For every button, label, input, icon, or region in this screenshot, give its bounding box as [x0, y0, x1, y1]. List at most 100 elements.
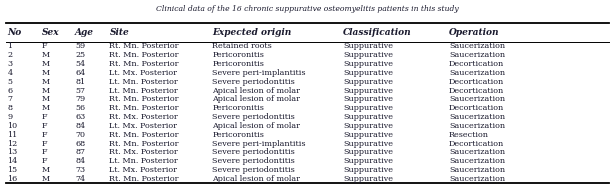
Text: M: M	[42, 104, 50, 112]
Text: 25: 25	[75, 51, 85, 59]
Text: 70: 70	[75, 131, 85, 139]
Text: M: M	[42, 175, 50, 183]
Text: M: M	[42, 60, 50, 68]
Text: Saucerization: Saucerization	[449, 166, 505, 174]
Text: F: F	[42, 131, 47, 139]
Text: Saucerization: Saucerization	[449, 51, 505, 59]
Text: 11: 11	[7, 131, 18, 139]
Text: 64: 64	[75, 69, 85, 77]
Text: Rt. Mx. Posterior: Rt. Mx. Posterior	[109, 113, 178, 121]
Text: Lt. Mn. Posterior: Lt. Mn. Posterior	[109, 87, 178, 95]
Text: 16: 16	[7, 175, 18, 183]
Text: 13: 13	[7, 148, 18, 156]
Text: 4: 4	[7, 69, 12, 77]
Text: M: M	[42, 69, 50, 77]
Text: Site: Site	[109, 28, 129, 37]
Text: Classification: Classification	[343, 28, 412, 37]
Text: Severe periodontitis: Severe periodontitis	[212, 148, 295, 156]
Text: 9: 9	[7, 113, 12, 121]
Text: 14: 14	[7, 157, 18, 165]
Text: 2: 2	[7, 51, 12, 59]
Text: 79: 79	[75, 96, 85, 104]
Text: Severe periodontitis: Severe periodontitis	[212, 157, 295, 165]
Text: 54: 54	[75, 60, 85, 68]
Text: Severe periodontitis: Severe periodontitis	[212, 113, 295, 121]
Text: Suppurative: Suppurative	[343, 96, 393, 104]
Text: 5: 5	[7, 78, 12, 86]
Text: M: M	[42, 51, 50, 59]
Text: 84: 84	[75, 122, 85, 130]
Text: Pericoronitis: Pericoronitis	[212, 104, 264, 112]
Text: 10: 10	[7, 122, 17, 130]
Text: Expected origin: Expected origin	[212, 28, 292, 37]
Text: Retained roots: Retained roots	[212, 42, 272, 50]
Text: Rt. Mn. Posterior: Rt. Mn. Posterior	[109, 51, 179, 59]
Text: Severe periodontitis: Severe periodontitis	[212, 78, 295, 86]
Text: 68: 68	[75, 140, 85, 148]
Text: Rt. Mn. Posterior: Rt. Mn. Posterior	[109, 131, 179, 139]
Text: Suppurative: Suppurative	[343, 113, 393, 121]
Text: Rt. Mn. Posterior: Rt. Mn. Posterior	[109, 96, 179, 104]
Text: Saucerization: Saucerization	[449, 42, 505, 50]
Text: Saucerization: Saucerization	[449, 175, 505, 183]
Text: Rt. Mn. Posterior: Rt. Mn. Posterior	[109, 104, 179, 112]
Text: Saucerization: Saucerization	[449, 122, 505, 130]
Text: Suppurative: Suppurative	[343, 166, 393, 174]
Text: M: M	[42, 96, 50, 104]
Text: Rt. Mn. Posterior: Rt. Mn. Posterior	[109, 140, 179, 148]
Text: Suppurative: Suppurative	[343, 51, 393, 59]
Text: Operation: Operation	[449, 28, 499, 37]
Text: Saucerization: Saucerization	[449, 113, 505, 121]
Text: 56: 56	[75, 104, 85, 112]
Text: 3: 3	[7, 60, 12, 68]
Text: Apical lesion of molar: Apical lesion of molar	[212, 87, 300, 95]
Text: 8: 8	[7, 104, 12, 112]
Text: No: No	[7, 28, 22, 37]
Text: F: F	[42, 148, 47, 156]
Text: 84: 84	[75, 157, 85, 165]
Text: Pericoronitis: Pericoronitis	[212, 131, 264, 139]
Text: 81: 81	[75, 78, 85, 86]
Text: Suppurative: Suppurative	[343, 131, 393, 139]
Text: Suppurative: Suppurative	[343, 157, 393, 165]
Text: Saucerization: Saucerization	[449, 96, 505, 104]
Text: Lt. Mx. Posterior: Lt. Mx. Posterior	[109, 166, 178, 174]
Text: Suppurative: Suppurative	[343, 78, 393, 86]
Text: 87: 87	[75, 148, 85, 156]
Text: Rt. Mx. Posterior: Rt. Mx. Posterior	[109, 148, 178, 156]
Text: Lt. Mx. Posterior: Lt. Mx. Posterior	[109, 69, 178, 77]
Text: 7: 7	[7, 96, 12, 104]
Text: Suppurative: Suppurative	[343, 122, 393, 130]
Text: Lt. Mx. Posterior: Lt. Mx. Posterior	[109, 122, 178, 130]
Text: F: F	[42, 122, 47, 130]
Text: 6: 6	[7, 87, 12, 95]
Text: Suppurative: Suppurative	[343, 175, 393, 183]
Text: 1: 1	[7, 42, 12, 50]
Text: Lt. Mn. Posterior: Lt. Mn. Posterior	[109, 78, 178, 86]
Text: 63: 63	[75, 113, 85, 121]
Text: Suppurative: Suppurative	[343, 104, 393, 112]
Text: 57: 57	[75, 87, 85, 95]
Text: F: F	[42, 42, 47, 50]
Text: 15: 15	[7, 166, 17, 174]
Text: Rt. Mn. Posterior: Rt. Mn. Posterior	[109, 175, 179, 183]
Text: Decortication: Decortication	[449, 140, 504, 148]
Text: Sex: Sex	[42, 28, 60, 37]
Text: F: F	[42, 113, 47, 121]
Text: M: M	[42, 87, 50, 95]
Text: Apical lesion of molar: Apical lesion of molar	[212, 122, 300, 130]
Text: 59: 59	[75, 42, 85, 50]
Text: Decortication: Decortication	[449, 104, 504, 112]
Text: M: M	[42, 78, 50, 86]
Text: Suppurative: Suppurative	[343, 148, 393, 156]
Text: F: F	[42, 157, 47, 165]
Text: Suppurative: Suppurative	[343, 42, 393, 50]
Text: M: M	[42, 166, 50, 174]
Text: Rt. Mn. Posterior: Rt. Mn. Posterior	[109, 42, 179, 50]
Text: Saucerization: Saucerization	[449, 148, 505, 156]
Text: 73: 73	[75, 166, 85, 174]
Text: Decortication: Decortication	[449, 87, 504, 95]
Text: Severe periodontitis: Severe periodontitis	[212, 166, 295, 174]
Text: Severe peri-implantitis: Severe peri-implantitis	[212, 69, 306, 77]
Text: Rt. Mn. Posterior: Rt. Mn. Posterior	[109, 60, 179, 68]
